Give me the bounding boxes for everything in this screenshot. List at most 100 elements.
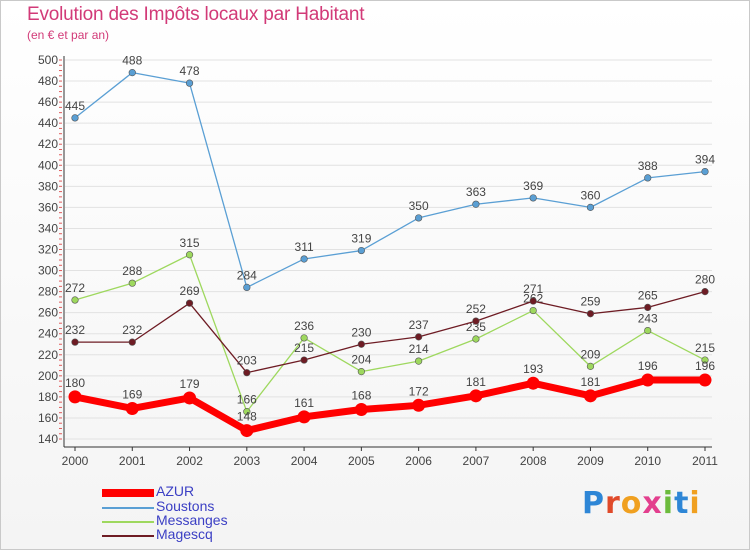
data-label-azur: 181: [466, 375, 486, 389]
data-point-soustons: [185, 79, 194, 87]
data-point-soustons: [357, 246, 365, 255]
data-label-messanges: 215: [695, 341, 715, 355]
data-label-magescq: 237: [409, 318, 429, 332]
y-tick-label: 200: [38, 369, 58, 383]
data-point-magescq: [300, 356, 308, 364]
x-tick-label: 2005: [348, 454, 375, 468]
y-tick-label: 240: [38, 327, 58, 341]
y-tick-label: 300: [38, 264, 58, 278]
x-tick-label: 2010: [634, 454, 661, 468]
series-line-messanges: [74, 254, 706, 413]
y-tick-label: 400: [38, 158, 58, 172]
data-point-soustons: [472, 200, 480, 208]
x-tick-label: 2006: [405, 454, 432, 468]
data-point-messanges: [300, 334, 308, 342]
data-point-messanges: [415, 357, 423, 365]
data-point-magescq: [357, 340, 365, 348]
data-point-azur: [297, 410, 311, 424]
data-point-azur: [240, 424, 254, 438]
legend-swatch-soustons: [102, 507, 154, 509]
data-point-magescq: [128, 338, 136, 346]
y-tick-label: 340: [38, 221, 58, 235]
data-point-azur: [68, 390, 82, 404]
data-label-azur: 180: [65, 376, 85, 390]
data-label-magescq: 203: [237, 354, 257, 368]
data-label-soustons: 284: [237, 268, 257, 282]
chart-subtitle: (en € et par an): [27, 28, 110, 42]
data-point-azur: [354, 403, 368, 417]
legend-swatch-messanges: [102, 521, 154, 523]
proxiti-logo: Proxiti: [582, 486, 701, 521]
x-tick-label: 2002: [176, 454, 203, 468]
data-point-magescq: [415, 333, 423, 341]
legend-label-soustons: Soustons: [156, 498, 215, 514]
x-tick-label: 2011: [692, 454, 718, 468]
data-point-soustons: [701, 167, 709, 176]
data-label-soustons: 445: [65, 99, 85, 113]
data-point-magescq: [586, 310, 595, 318]
data-label-azur: 172: [409, 384, 429, 398]
data-label-magescq: 232: [122, 323, 142, 337]
data-label-messanges: 236: [294, 319, 314, 333]
data-label-azur: 161: [294, 396, 314, 410]
data-point-magescq: [701, 288, 709, 296]
data-label-messanges: 214: [409, 342, 429, 356]
chart-title: Evolution des Impôts locaux par Habitant: [27, 4, 365, 25]
data-label-messanges: 272: [65, 281, 85, 295]
legend-item-messanges: Messanges: [102, 512, 302, 529]
data-label-messanges: 315: [180, 236, 200, 250]
data-label-magescq: 265: [638, 288, 658, 302]
data-label-messanges: 288: [122, 264, 142, 278]
series-line-soustons: [74, 71, 706, 289]
data-label-messanges: 235: [466, 320, 486, 334]
data-label-azur: 179: [180, 377, 200, 391]
data-point-messanges: [472, 335, 480, 343]
data-label-azur: 193: [523, 362, 543, 376]
data-label-messanges: 209: [580, 347, 600, 361]
data-label-magescq: 269: [180, 284, 200, 298]
y-tick-label: 440: [38, 116, 58, 130]
series-line-magescq: [74, 290, 706, 374]
data-label-soustons: 350: [409, 199, 429, 213]
data-label-messanges: 166: [237, 393, 257, 407]
data-point-messanges: [529, 306, 537, 315]
y-tick-label: 360: [38, 200, 58, 214]
y-tick-label: 280: [38, 285, 58, 299]
logo-letter: P: [582, 486, 605, 521]
data-label-magescq: 232: [65, 323, 85, 337]
data-label-soustons: 394: [695, 153, 715, 167]
y-tick-label: 260: [38, 306, 58, 320]
legend-item-magescq: Magescq: [102, 526, 302, 543]
logo-letter: r: [605, 486, 621, 521]
x-tick-label: 2004: [291, 454, 318, 468]
data-point-magescq: [529, 297, 537, 305]
y-tick-label: 380: [38, 179, 58, 193]
data-point-soustons: [243, 283, 251, 292]
data-label-magescq: 259: [580, 295, 600, 309]
x-tick-label: 2009: [577, 454, 604, 468]
legend-label-azur: AZUR: [156, 483, 195, 499]
line-chart: 140 160 180 200 220 240 260 280 300 320 340 360 380 4…: [38, 53, 718, 468]
data-point-azur: [469, 389, 483, 403]
data-label-azur: 168: [351, 389, 371, 403]
legend-swatch-azur: [102, 489, 154, 497]
data-point-azur: [641, 373, 655, 387]
logo-letter: t: [674, 486, 690, 521]
y-tick-label: 500: [38, 53, 58, 67]
data-point-azur: [526, 376, 540, 390]
data-point-soustons: [415, 214, 423, 222]
data-point-magescq: [472, 317, 480, 325]
data-point-soustons: [586, 203, 595, 211]
data-label-magescq: 252: [466, 302, 486, 316]
y-tick-label: 140: [38, 432, 58, 446]
data-point-messanges: [644, 326, 652, 335]
y-tick-label: 180: [38, 390, 58, 404]
y-tick-label: 320: [38, 243, 58, 257]
data-point-azur: [412, 398, 426, 412]
data-point-soustons: [71, 114, 79, 122]
y-tick-label: 160: [38, 411, 58, 425]
x-tick-label: 2001: [119, 454, 146, 468]
data-point-magescq: [243, 369, 251, 377]
logo-letter: x: [642, 486, 663, 521]
